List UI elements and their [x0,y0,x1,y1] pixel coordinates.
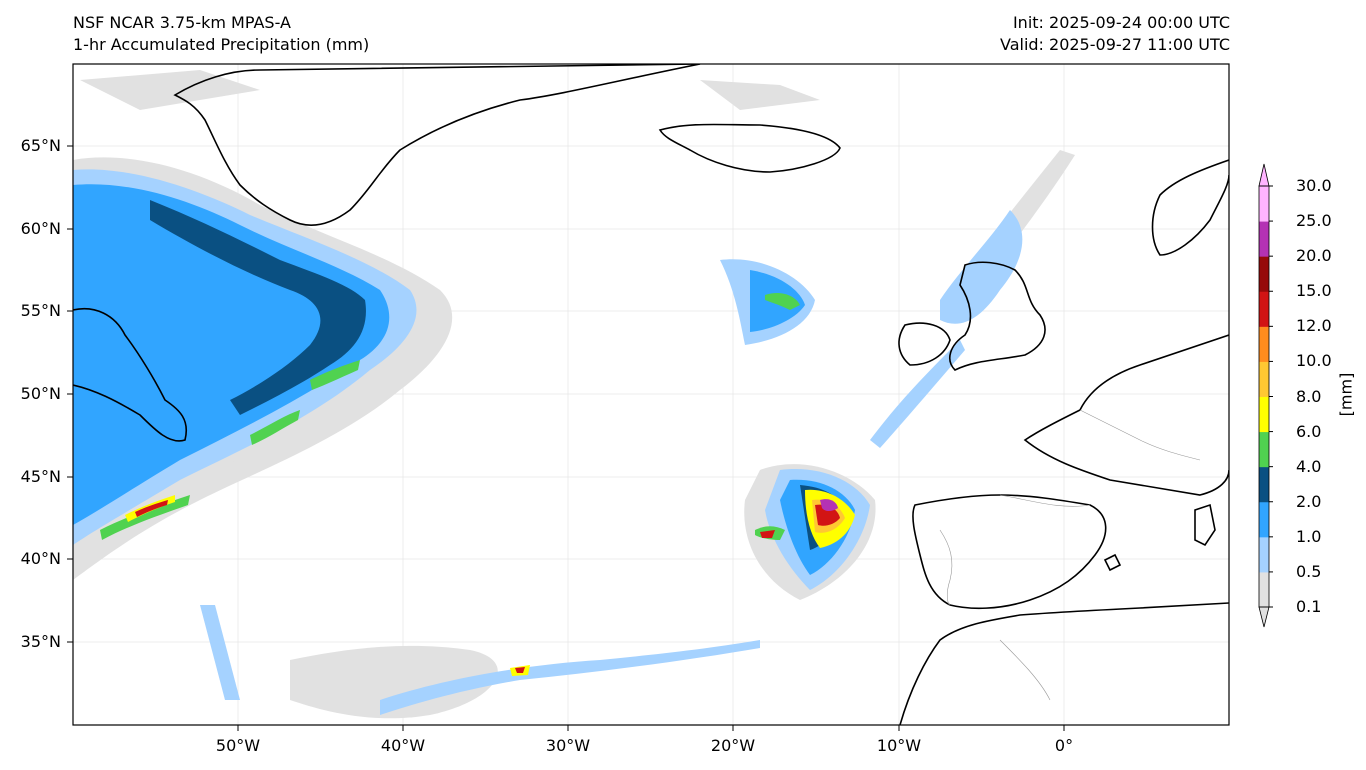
valid-time: Valid: 2025-09-27 11:00 UTC [999,35,1230,54]
colorbar-level-label: 20.0 [1296,246,1332,266]
colorbar-level-label: 2.0 [1296,491,1322,511]
colorbar-segment [1259,396,1269,433]
colorbar-segment [1259,291,1269,327]
lat-label-60: 60°N [20,219,61,238]
colorbar-segment [1259,326,1269,362]
colorbar-extend-min [1258,606,1270,628]
colorbar-level-label: 25.0 [1296,211,1332,231]
lon-label-20w: 20°W [710,736,756,755]
colorbar-level-label: 4.0 [1296,456,1322,476]
lon-label-40w: 40°W [380,736,426,755]
lat-label-55: 55°N [20,301,61,320]
colorbar-level-label: 0.1 [1296,597,1322,616]
colorbar-level-label: 10.0 [1296,351,1332,371]
tick-marks [67,145,1065,731]
colorbar-level-label: 12.0 [1296,316,1332,336]
colorbar-segment [1259,431,1269,468]
colorbar-segment [1259,361,1269,397]
colorbar-unit: [mm] [1336,372,1356,417]
precip-field [73,70,1075,719]
colorbar-segment [1259,536,1269,573]
model-name: NSF NCAR 3.75-km MPAS-A [73,13,291,32]
lat-label-40: 40°N [20,549,61,568]
colorbar-level-label: 0.5 [1296,561,1322,581]
colorbar-level-label: 1.0 [1296,526,1322,546]
colorbar-segment [1259,256,1269,292]
lat-label-45: 45°N [20,467,61,486]
lat-label-35: 35°N [20,632,61,651]
colorbar-segment [1259,466,1269,503]
title-left: NSF NCAR 3.75-km MPAS-A 1-hr Accumulated… [73,12,369,56]
colorbar-segment [1259,571,1269,608]
colorbar-segment [1259,186,1269,222]
lon-label-10w: 10°W [876,736,922,755]
colorbar-segment [1259,221,1269,257]
country-borders [939,409,1201,701]
lon-label-30w: 30°W [545,736,591,755]
colorbar-level-label: 15.0 [1296,281,1332,301]
colorbar-extend-max [1258,163,1270,187]
colorbar-level-label: 8.0 [1296,386,1322,406]
lon-label-50w: 50°W [215,736,261,755]
field-name: 1-hr Accumulated Precipitation (mm) [73,35,370,54]
lon-label-0: 0° [1054,736,1074,755]
lat-label-50: 50°N [20,384,61,403]
colorbar-level-label: 30.0 [1296,176,1332,195]
init-time: Init: 2025-09-24 00:00 UTC [1012,13,1230,32]
colorbar [1258,163,1273,628]
colorbar-segment [1259,501,1269,538]
lat-label-65: 65°N [20,136,61,155]
title-right: Init: 2025-09-24 00:00 UTC Valid: 2025-0… [1000,12,1230,56]
colorbar-level-label: 6.0 [1296,421,1322,441]
